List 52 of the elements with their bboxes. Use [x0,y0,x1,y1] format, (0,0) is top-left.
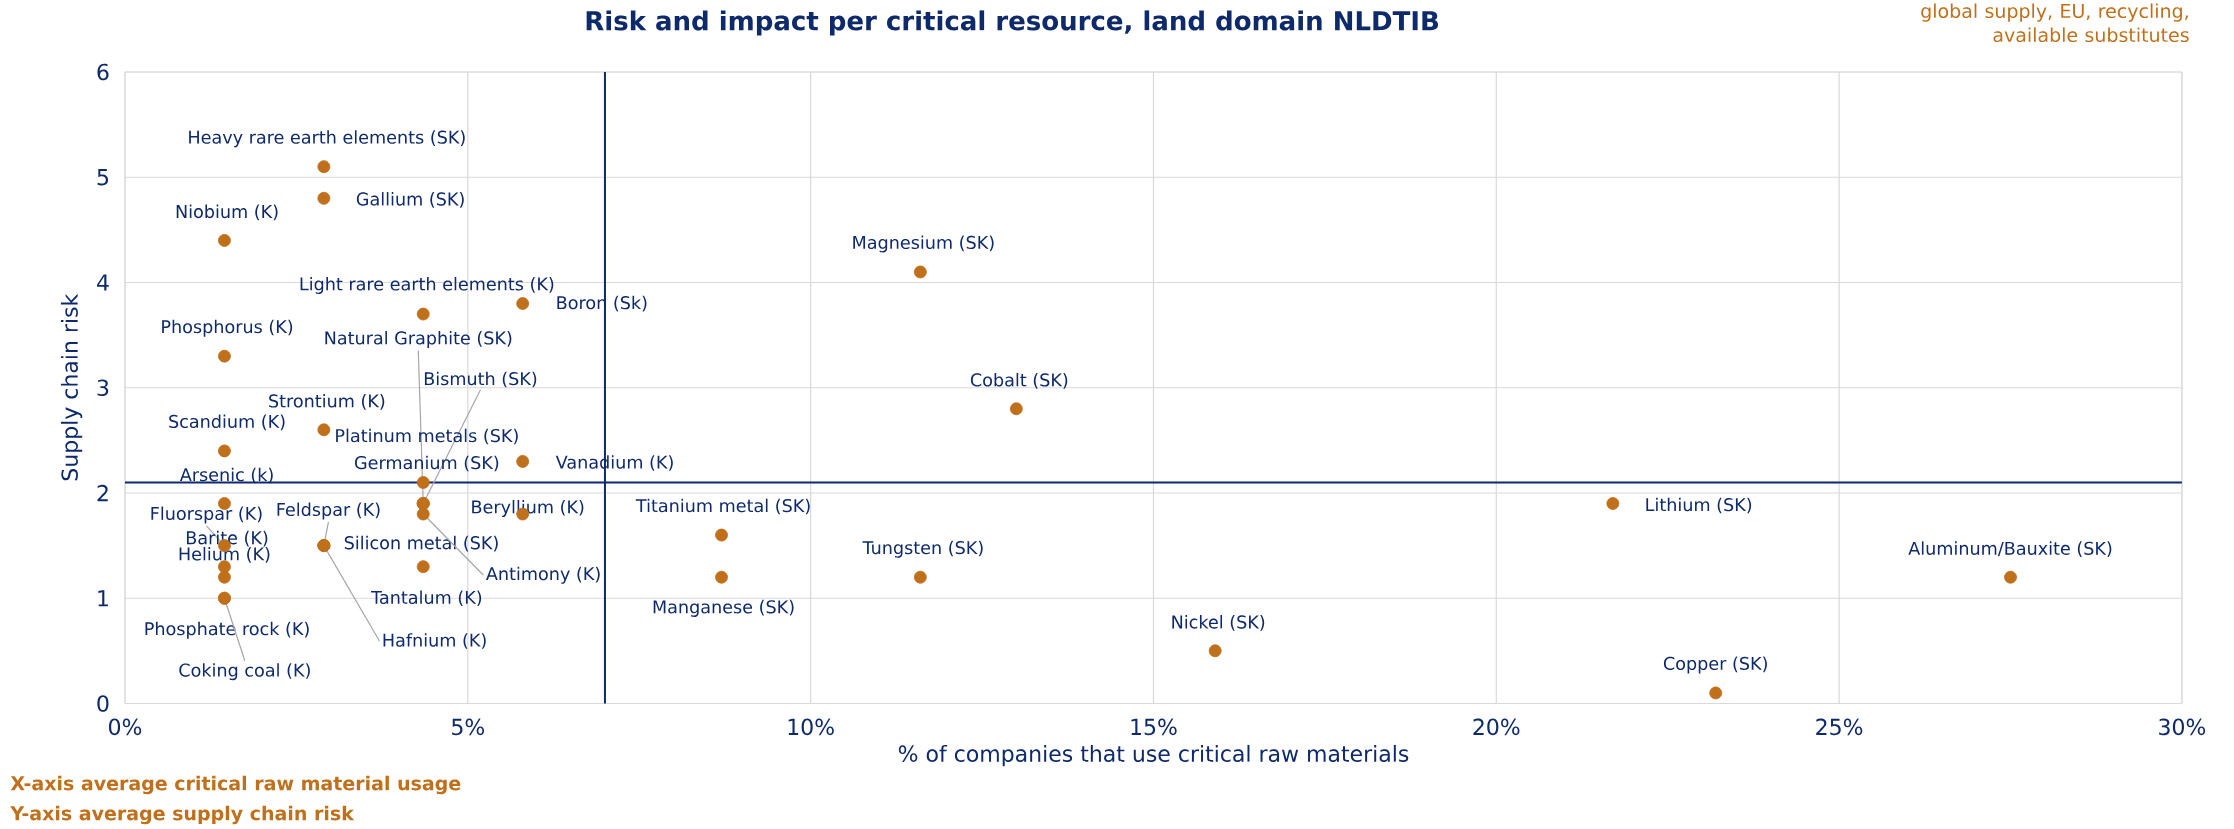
y-tick-label: 6 [97,63,109,81]
x-tick-label: 5% [452,718,485,736]
annotation: Phosphorus (K) [162,319,293,337]
chart-title: Risk and impact per critical resource, land domain NLDTIB [586,10,1438,36]
annotation: Natural Graphite (SK) [325,331,512,349]
annotation: Barite (K) [186,530,268,547]
annotation: Light rare earth elements (K) [300,276,554,294]
y-tick-label: 2 [97,484,108,502]
text: global supply, EU, recycling, available substitutes [1921,3,2189,43]
x-tick-label: 10% [788,718,834,736]
annotation: Copper (SK) [1663,656,1767,674]
x-tick-label: 30% [2159,718,2206,736]
text: X-axis average critical raw material usage [10,775,461,795]
annotation: Tantalum (K) [371,590,482,607]
y-axis-title: Supply chain risk [60,293,83,481]
x-tick-label: 0% [109,718,142,736]
annotation: Tungsten (SK) [862,540,983,558]
y-tick-label: 1 [98,590,108,607]
annotation: Nickel (SK) [1172,615,1265,631]
annotation: Beryllium (K) [472,499,584,517]
annotation: Magnesium (SK) [853,235,994,253]
annotation: Heavy rare earth elements (SK) [189,130,465,148]
annotation: Scandium (K) [169,414,285,431]
annotation: Fluorspar (K) [151,506,262,524]
annotation: Manganese (SK) [653,599,794,617]
y-tick-label: 0 [97,695,109,712]
annotation: Antimony (K) [485,566,600,584]
annotation: Phosphate rock (K) [145,621,309,639]
text: Y-axis average supply chain risk [10,805,355,825]
annotation: Platinum metals (SK) [336,428,518,445]
annotation: Arsenic (k) [179,467,273,484]
x-tick-label: 15% [1131,718,1177,736]
annotation: Feldspar (K) [277,502,380,520]
y-tick-label: 5 [97,169,109,186]
annotation: Lithium (SK) [1646,497,1752,514]
y-tick-label: 3 [97,379,109,397]
y-tick-label: 4 [97,274,109,291]
annotation: Coking coal (K) [179,663,310,681]
annotation: Helium (K) [179,546,270,563]
x-tick-label: 20% [1473,718,1520,736]
x-axis-title: % of companies that use critical raw materials [898,744,1409,767]
annotation: Germanium (SK) [355,455,499,472]
annotation: Silicon metal (SK) [344,535,498,552]
annotation: Strontium (K) [269,394,385,410]
annotation: Bismuth (SK) [424,371,537,388]
annotation: Gallium (SK) [356,192,464,208]
annotation: Hafnium (K) [383,633,486,649]
x-tick-label: 25% [1816,718,1863,736]
annotation: Aluminum/Bauxite (SK) [1908,541,2112,558]
annotation: Cobalt (SK) [970,372,1068,389]
annotation: Niobium (K) [176,204,278,221]
annotation: Titanium metal (SK) [635,498,810,515]
